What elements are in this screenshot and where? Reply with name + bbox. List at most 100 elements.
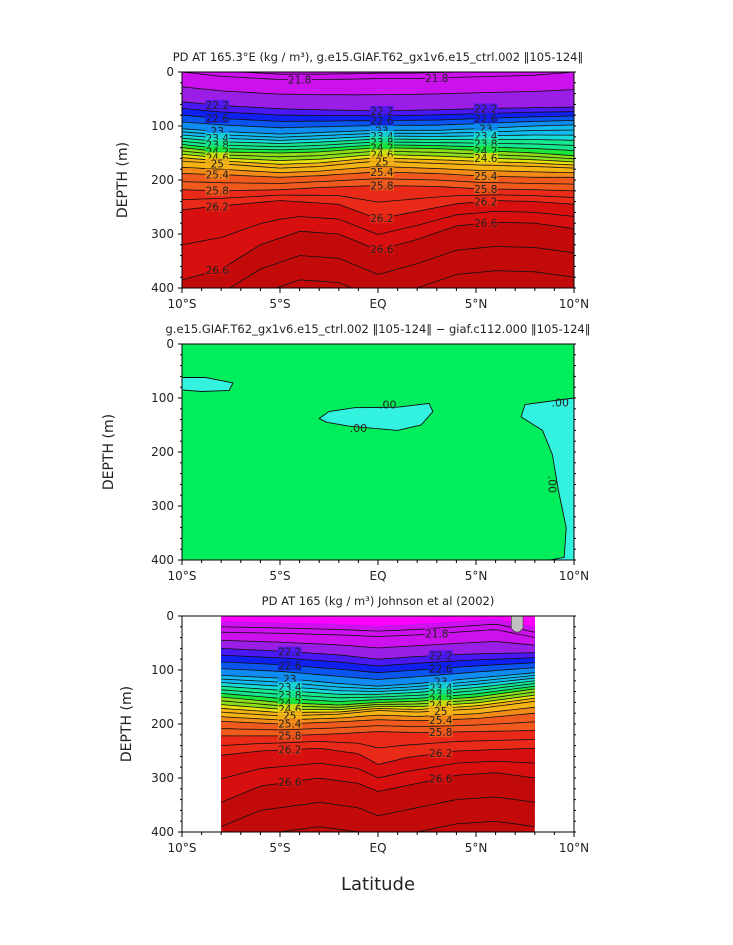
y-tick-label: 0 [166,65,174,79]
contour-label-bg [428,694,453,705]
y-tick-label: 0 [166,609,174,623]
contour-label: 26.6 [370,244,394,256]
contour-label-bg [205,201,230,212]
contour-label-bg [369,115,394,126]
contour-label-bg [205,185,230,196]
x-ticks: 10°S 5°S EQ 5°N 10°N [168,832,589,855]
contour-label-bg [277,777,302,788]
isopycnal-contour [182,72,574,80]
y-axis-label: DEPTH (m) [115,142,131,218]
contour-label-bg [369,180,394,191]
plot-area [182,344,574,560]
contour-label: 26.6 [429,774,453,786]
isopycnal-contour [221,712,535,725]
density-band [221,616,535,627]
contour-label: .00 [552,396,570,409]
contour-label-bg [428,705,453,716]
y-ticks: 0 100 200 300 400 [151,65,576,295]
y-tick-label: 300 [151,227,174,241]
y-tick-label: 300 [151,499,174,513]
isopycnal-contour [221,623,535,633]
contour-label: 26.2 [278,745,301,757]
isopycnal-contour [221,700,535,717]
contour-label-bg [369,142,394,153]
isopycnal-contour [229,245,574,288]
negative-anomaly-west-patch [182,377,234,392]
y-tick-label: 200 [151,445,174,459]
x-tick-label: 5°S [269,297,290,311]
isopycnal-contour [221,675,535,690]
density-band [182,67,574,70]
contour-label: 22.6 [474,113,498,125]
contour-label: .00 [545,476,558,494]
missing-data-patch [510,616,524,633]
isopycnal-contour [221,706,535,721]
contour-label-bg [473,123,498,134]
contour-label-bg [277,689,302,700]
contour-label: 24.6 [474,153,498,165]
contour-labels: .00 .00 .00 .00 [350,396,569,493]
y-tick-label: 100 [151,391,174,405]
contour-label-bg [369,136,394,147]
contour-label-bg [277,704,302,715]
contour-label: 26.2 [474,196,497,208]
isopycnal-contour [221,661,535,674]
isopycnal-contour [182,86,574,96]
contour-label-bg [428,700,453,711]
y-tick-label: 400 [151,553,174,567]
y-axis-label: DEPTH (m) [119,686,135,762]
contour-label: 25.8 [429,727,452,739]
contour-label: 22.6 [429,663,453,675]
isopycnal-contour [221,721,535,731]
contour-label-bg [424,628,449,639]
contour-label: 22.2 [474,104,497,116]
y-tick-label: 200 [151,173,174,187]
contour-label-bg [369,244,394,255]
contour-label-bg [428,663,453,674]
contour-label: 22.2 [206,100,229,112]
y-tick-label: 400 [151,825,174,839]
contour-label: 25.4 [206,169,230,181]
isopycnal-contour [221,691,535,708]
contour-label-bg [277,730,302,741]
contour-label-bg [277,660,302,671]
contour-label-bg [428,682,453,693]
y-tick-label: 0 [166,337,174,351]
contour-label: 25.4 [429,715,453,727]
contour-label: 26.6 [278,777,302,789]
x-tick-label: EQ [369,297,386,311]
isopycnal-contour [221,688,535,706]
y-tick-label: 400 [151,281,174,295]
contour-label: 22.2 [429,650,452,662]
isopycnal-contour [221,680,535,695]
contour-label: 25.8 [206,186,229,198]
contour-label-bg [369,105,394,116]
contour-label: 22.6 [206,113,230,125]
contour-label: 26.2 [429,748,452,760]
contour-label-bg [473,152,498,163]
contour-label: 22.2 [370,106,393,118]
y-tick-label: 200 [151,717,174,731]
contour-label-bg [428,650,453,661]
y-tick-label: 300 [151,771,174,785]
contour-label-bg [277,718,302,729]
contour-label-bg [205,265,230,276]
isopycnal-contour [221,694,535,711]
contour-label: 26.6 [206,265,230,277]
isopycnal-contour [277,820,535,832]
contour-label-bg [205,146,230,157]
contour-label-bg [473,113,498,124]
contour-label: 25 [434,706,447,718]
contour-label-bg [428,773,453,784]
contour-label-bg [277,681,302,692]
x-tick-label: 10°N [559,841,589,855]
isopycnal-contour [221,730,535,737]
x-tick-label: 5°S [269,841,290,855]
x-tick-label: EQ [369,569,386,583]
isopycnal-contour [221,672,535,687]
contour-label-bg [205,169,230,180]
contour-label-bg [428,727,453,738]
contour-label-bg [473,138,498,149]
contour-label: 26.2 [370,213,393,225]
contour-label-bg [473,103,498,114]
